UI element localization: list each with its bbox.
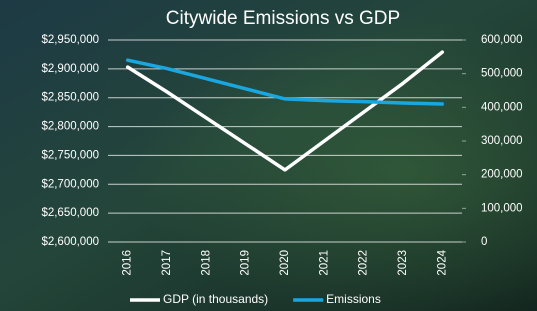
- chart: Citywide Emissions vs GDP $2,600,000 $2,6…: [0, 0, 537, 311]
- y-tick-label: $2,800,000: [41, 121, 99, 133]
- y2-tick-label: 300,000: [481, 135, 523, 147]
- y-tick-label: $2,900,000: [41, 63, 99, 75]
- legend-label: Emissions: [326, 292, 381, 306]
- y2-tick-label: 600,000: [481, 34, 523, 46]
- y-tick-label: $2,750,000: [41, 149, 99, 161]
- x-tick-label: 2023: [397, 250, 409, 276]
- chart-title: Citywide Emissions vs GDP: [166, 8, 400, 29]
- y-tick-label: $2,700,000: [41, 178, 99, 190]
- page: {"chart_data": { "type": "line", "title"…: [0, 0, 537, 311]
- y2-tick-label: 0: [481, 236, 487, 248]
- y2-tick-label: 400,000: [481, 101, 523, 113]
- y2-tick-label: 500,000: [481, 68, 523, 80]
- y2-tick-label: 200,000: [481, 169, 523, 181]
- x-tick-label: 2022: [358, 250, 370, 276]
- x-tick-label: 2024: [436, 249, 448, 275]
- x-tick-label: 2021: [318, 250, 330, 276]
- y-tick-label: $2,850,000: [41, 92, 99, 104]
- x-tick-label: 2018: [200, 250, 212, 276]
- legend-label: GDP (in thousands): [163, 292, 268, 306]
- y-tick-label: $2,600,000: [41, 236, 99, 248]
- y2-tick-label: 100,000: [481, 202, 523, 214]
- y-tick-label: $2,950,000: [41, 34, 99, 46]
- x-tick-label: 2019: [240, 250, 252, 276]
- x-tick-label: 2017: [161, 250, 173, 276]
- y-tick-label: $2,650,000: [41, 207, 99, 219]
- x-tick-label: 2016: [122, 250, 134, 276]
- x-tick-label: 2020: [279, 250, 291, 276]
